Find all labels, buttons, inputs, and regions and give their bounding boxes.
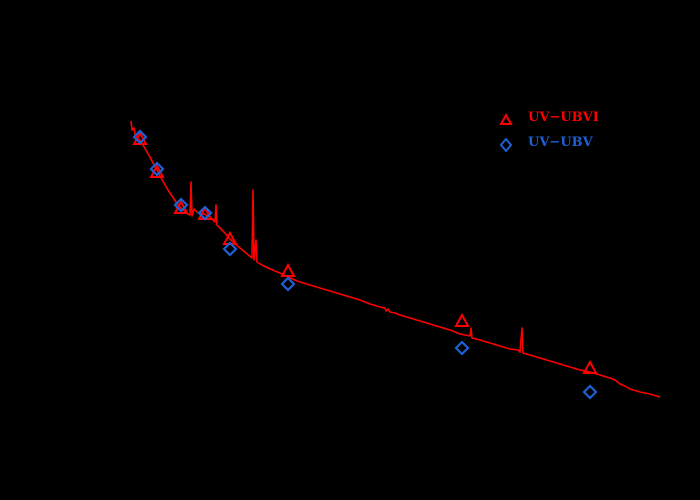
legend: UV−UBVI UV−UBV — [499, 110, 599, 153]
legend-entry-ubvi: UV−UBVI — [499, 110, 599, 125]
legend-label-ubv: UV−UBV — [528, 135, 594, 150]
triangle-marker-icon — [280, 262, 296, 277]
diamond-marker-icon — [149, 161, 165, 177]
diamond-marker-icon — [222, 241, 238, 257]
triangle-marker-icon — [499, 112, 513, 125]
legend-entry-ubv: UV−UBV — [499, 135, 594, 153]
diamond-marker-icon — [197, 205, 213, 221]
diamond-marker-icon — [132, 129, 148, 145]
diamond-marker-icon — [582, 384, 598, 400]
diamond-marker-icon — [173, 197, 189, 213]
diamond-marker-icon — [499, 137, 513, 153]
triangle-marker-icon — [454, 312, 470, 327]
diamond-marker-icon — [454, 340, 470, 356]
ubv-markers — [132, 129, 598, 400]
diamond-marker-icon — [280, 276, 296, 292]
triangle-marker-icon — [582, 359, 598, 374]
legend-label-ubvi: UV−UBVI — [528, 110, 599, 125]
